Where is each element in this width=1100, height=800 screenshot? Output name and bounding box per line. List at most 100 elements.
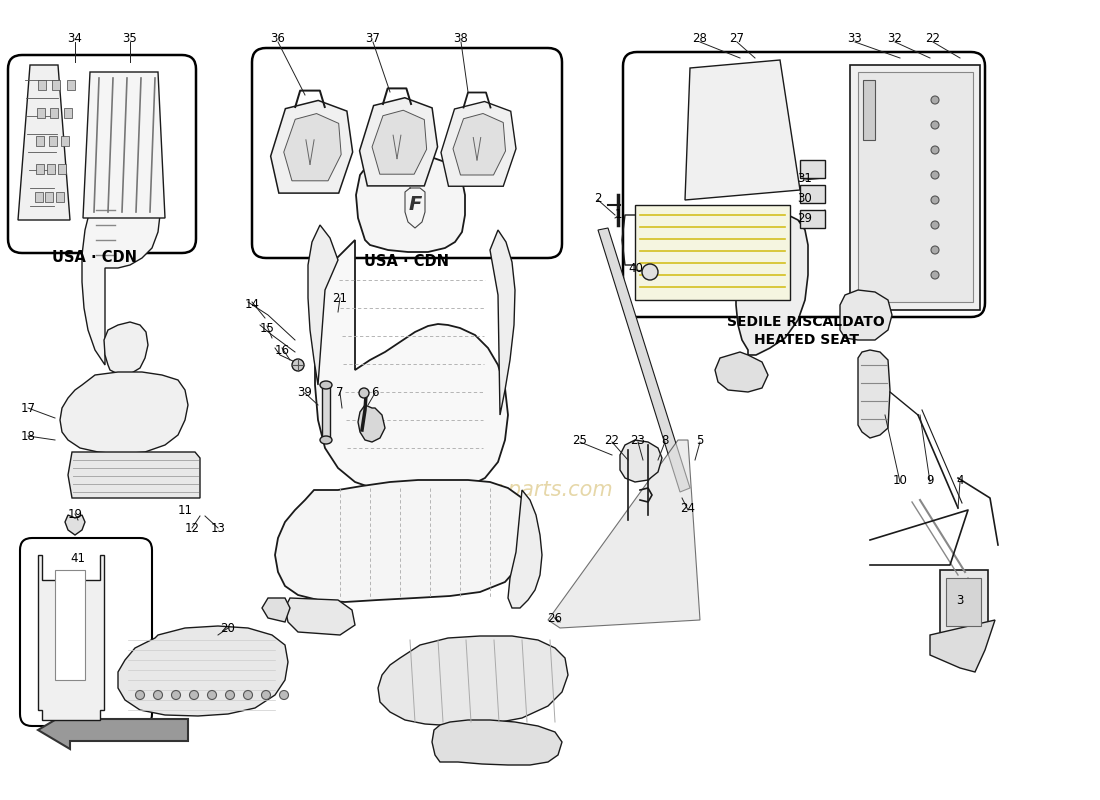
FancyArrow shape <box>39 711 188 749</box>
Bar <box>51 108 58 118</box>
Polygon shape <box>736 215 808 355</box>
Circle shape <box>931 246 939 254</box>
Polygon shape <box>490 230 515 415</box>
Polygon shape <box>715 352 768 392</box>
Circle shape <box>931 221 939 229</box>
Text: 19: 19 <box>67 507 82 521</box>
Text: 10: 10 <box>892 474 907 486</box>
Bar <box>858 72 974 302</box>
Polygon shape <box>18 65 70 220</box>
Text: 29: 29 <box>798 211 813 225</box>
Text: 2: 2 <box>594 191 602 205</box>
Bar <box>47 164 55 174</box>
Polygon shape <box>360 98 438 186</box>
Text: 26: 26 <box>548 611 562 625</box>
Circle shape <box>135 690 144 699</box>
Polygon shape <box>372 110 427 174</box>
Text: a passion for parts.com: a passion for parts.com <box>367 480 613 500</box>
Circle shape <box>262 690 271 699</box>
Text: 22: 22 <box>925 31 940 45</box>
Polygon shape <box>356 154 465 252</box>
Text: HEATED SEAT: HEATED SEAT <box>754 333 858 347</box>
Text: 13: 13 <box>210 522 225 534</box>
FancyBboxPatch shape <box>20 538 152 726</box>
Circle shape <box>642 264 658 280</box>
Bar <box>864 80 874 140</box>
Polygon shape <box>378 636 568 726</box>
Bar <box>56 192 64 202</box>
Bar <box>48 136 57 146</box>
Text: 22: 22 <box>605 434 619 446</box>
Text: 20: 20 <box>221 622 235 634</box>
Polygon shape <box>453 114 506 175</box>
Text: 15: 15 <box>260 322 274 334</box>
Bar <box>58 164 66 174</box>
Polygon shape <box>118 626 288 716</box>
Polygon shape <box>548 440 700 628</box>
Text: 33: 33 <box>848 31 862 45</box>
Text: 9: 9 <box>926 474 934 486</box>
Text: SEDILE RISCALDATO: SEDILE RISCALDATO <box>727 315 884 329</box>
Polygon shape <box>82 72 165 218</box>
Text: 27: 27 <box>729 31 745 45</box>
Circle shape <box>189 690 198 699</box>
Polygon shape <box>275 480 532 602</box>
Polygon shape <box>65 515 85 535</box>
Polygon shape <box>441 102 516 186</box>
Text: 16: 16 <box>275 343 289 357</box>
Bar <box>800 185 825 203</box>
FancyBboxPatch shape <box>8 55 196 253</box>
Text: 37: 37 <box>365 31 381 45</box>
Text: 31: 31 <box>798 171 813 185</box>
Polygon shape <box>598 228 690 492</box>
Circle shape <box>243 690 253 699</box>
Text: USA · CDN: USA · CDN <box>364 254 450 270</box>
Bar <box>946 578 981 626</box>
Polygon shape <box>620 440 662 482</box>
Circle shape <box>931 146 939 154</box>
Polygon shape <box>308 225 338 385</box>
Polygon shape <box>82 180 160 365</box>
Text: 24: 24 <box>681 502 695 514</box>
Bar <box>940 570 988 635</box>
Polygon shape <box>284 114 341 181</box>
Circle shape <box>931 171 939 179</box>
Circle shape <box>931 196 939 204</box>
Ellipse shape <box>320 381 332 389</box>
Polygon shape <box>930 620 996 672</box>
Text: 36: 36 <box>271 31 285 45</box>
Text: 1: 1 <box>614 207 622 221</box>
Text: 28: 28 <box>693 31 707 45</box>
Text: 21: 21 <box>332 291 348 305</box>
Polygon shape <box>68 452 200 498</box>
Polygon shape <box>432 720 562 765</box>
Circle shape <box>292 359 304 371</box>
Polygon shape <box>271 101 353 193</box>
Text: 14: 14 <box>244 298 260 311</box>
Circle shape <box>359 388 369 398</box>
Text: 38: 38 <box>453 31 469 45</box>
Text: 23: 23 <box>630 434 646 446</box>
Text: 25: 25 <box>573 434 587 446</box>
FancyBboxPatch shape <box>252 48 562 258</box>
Text: 17: 17 <box>21 402 35 414</box>
Bar <box>36 136 44 146</box>
Polygon shape <box>60 372 188 454</box>
Polygon shape <box>508 490 542 608</box>
Bar <box>64 108 72 118</box>
Text: 11: 11 <box>177 503 192 517</box>
Polygon shape <box>285 598 355 635</box>
Bar <box>322 385 330 440</box>
Text: 41: 41 <box>70 551 86 565</box>
Bar <box>67 80 75 90</box>
Circle shape <box>226 690 234 699</box>
Circle shape <box>931 96 939 104</box>
Text: 40: 40 <box>628 262 643 274</box>
Circle shape <box>208 690 217 699</box>
Text: 3: 3 <box>956 594 964 606</box>
Circle shape <box>172 690 180 699</box>
Bar <box>52 80 60 90</box>
Polygon shape <box>685 60 800 200</box>
Text: 32: 32 <box>888 31 902 45</box>
Text: 6: 6 <box>372 386 378 399</box>
